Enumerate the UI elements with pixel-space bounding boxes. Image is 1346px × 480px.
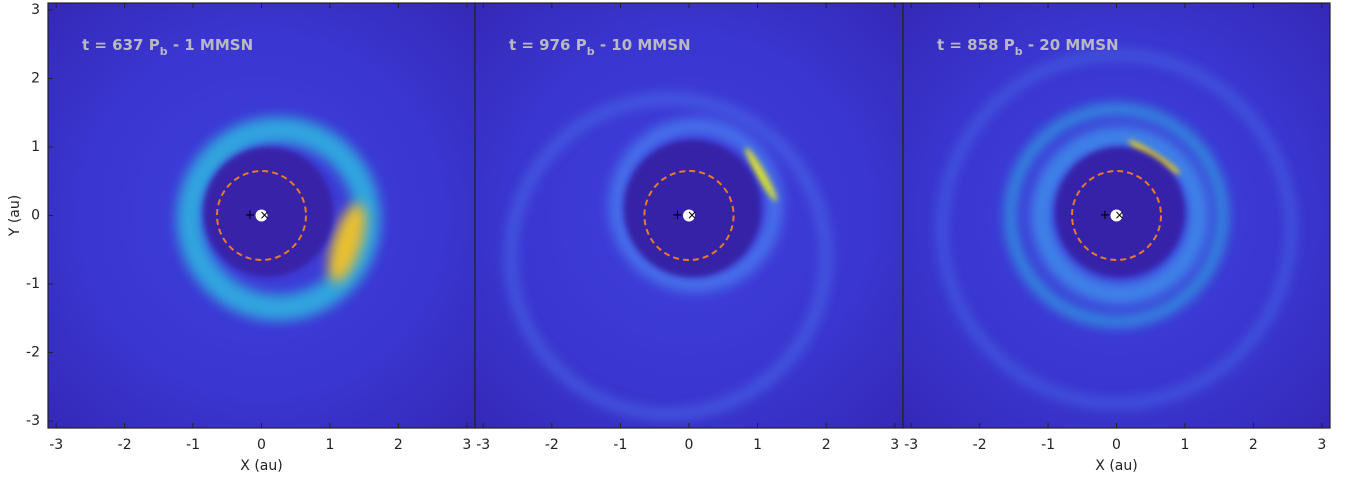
title-part: t = 858 P xyxy=(937,36,1015,54)
disk-structure xyxy=(623,140,762,278)
x-tick-label: 0 xyxy=(1112,437,1121,453)
title-part: - 1 MMSN xyxy=(168,36,254,54)
title-part: b xyxy=(160,45,168,58)
binary-marker: × xyxy=(687,208,697,222)
y-tick-label: -1 xyxy=(26,276,40,292)
reference-circle xyxy=(216,170,307,261)
disk-structure xyxy=(505,93,832,420)
binary-marker: + xyxy=(672,208,683,223)
panel: + ×t = 637 Pb - 1 MMSN-3 -2 -1 0 1 2 3-3-2-1012… xyxy=(7,2,476,474)
title-part: - 10 MMSN xyxy=(595,36,691,54)
x-axis-label: X (au) xyxy=(240,458,282,474)
x-tick-label: -3 xyxy=(49,437,63,453)
binary-marker: × xyxy=(1115,208,1125,222)
disk-structure xyxy=(176,116,381,321)
x-tick-label: 0 xyxy=(685,437,694,453)
y-tick-label: 3 xyxy=(31,2,40,18)
x-tick-label: 1 xyxy=(325,437,334,453)
density-map: + × xyxy=(48,3,475,428)
disk-structure xyxy=(608,118,783,293)
reference-circle xyxy=(643,169,735,262)
title-part: t = 637 P xyxy=(82,36,160,54)
binary-star xyxy=(683,209,695,222)
crescent xyxy=(745,147,777,202)
binary-star xyxy=(255,209,268,222)
title-part: b xyxy=(1015,45,1023,58)
binary-star xyxy=(1110,209,1123,222)
binary-marker: × xyxy=(260,208,270,222)
disk-structure xyxy=(1030,125,1210,306)
x-tick-label: 3 xyxy=(1317,437,1326,453)
crescent xyxy=(328,203,366,283)
x-tick-label: 3 xyxy=(890,437,899,453)
panel-title: t = 858 Pb - 20 MMSN xyxy=(937,36,1119,58)
x-tick-label: 0 xyxy=(257,437,266,453)
disk-structure xyxy=(938,50,1295,408)
binary-marker: + xyxy=(1100,208,1111,223)
y-tick-label: 2 xyxy=(31,70,40,86)
density-map: + × xyxy=(903,3,1330,428)
panel: + ×t = 858 Pb - 20 MMSN-3 -2 -1 0 1 2 3X (au) xyxy=(902,2,1331,474)
x-tick-label: -2 xyxy=(545,437,559,453)
title-part: t = 976 P xyxy=(509,36,587,54)
x-tick-label: 2 xyxy=(1249,437,1258,453)
x-tick-label: 2 xyxy=(394,437,403,453)
title-part: b xyxy=(587,45,595,58)
x-tick-label: 1 xyxy=(1180,437,1189,453)
y-axis-label: Y (au) xyxy=(7,195,23,237)
x-tick-label: 2 xyxy=(822,437,831,453)
x-tick-label: -1 xyxy=(186,437,200,453)
density-map: + × xyxy=(475,3,903,428)
panel-title: t = 976 Pb - 10 MMSN xyxy=(509,36,691,58)
binary-marker: + xyxy=(245,208,256,223)
y-tick-label: -2 xyxy=(26,345,40,361)
x-tick-label: -1 xyxy=(613,437,627,453)
y-tick-label: -3 xyxy=(26,413,40,429)
x-tick-label: -2 xyxy=(118,437,132,453)
panel-title: t = 637 Pb - 1 MMSN xyxy=(82,36,253,58)
panel: + ×t = 976 Pb - 10 MMSN-3 -2 -1 0 1 2 3 xyxy=(474,2,904,453)
x-tick-label: 1 xyxy=(753,437,762,453)
x-tick-label: 3 xyxy=(462,437,471,453)
x-tick-label: -1 xyxy=(1041,437,1055,453)
title-part: - 20 MMSN xyxy=(1023,36,1119,54)
y-tick-label: 1 xyxy=(31,139,40,155)
x-tick-label: -3 xyxy=(476,437,490,453)
disk-structure xyxy=(1005,104,1228,327)
reference-circle xyxy=(1071,170,1162,261)
x-tick-label: -2 xyxy=(973,437,987,453)
x-tick-label: -3 xyxy=(904,437,918,453)
y-tick-label: 0 xyxy=(31,208,40,224)
x-axis-label: X (au) xyxy=(1095,458,1137,474)
